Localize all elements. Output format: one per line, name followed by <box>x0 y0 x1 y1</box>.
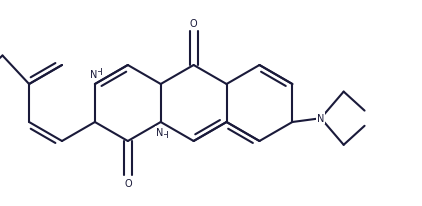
Text: O: O <box>190 19 197 29</box>
Text: N: N <box>317 114 325 124</box>
Text: H: H <box>161 130 168 139</box>
Text: N: N <box>156 127 163 137</box>
Text: O: O <box>124 178 132 188</box>
Text: N: N <box>90 70 97 80</box>
Text: H: H <box>95 68 102 77</box>
